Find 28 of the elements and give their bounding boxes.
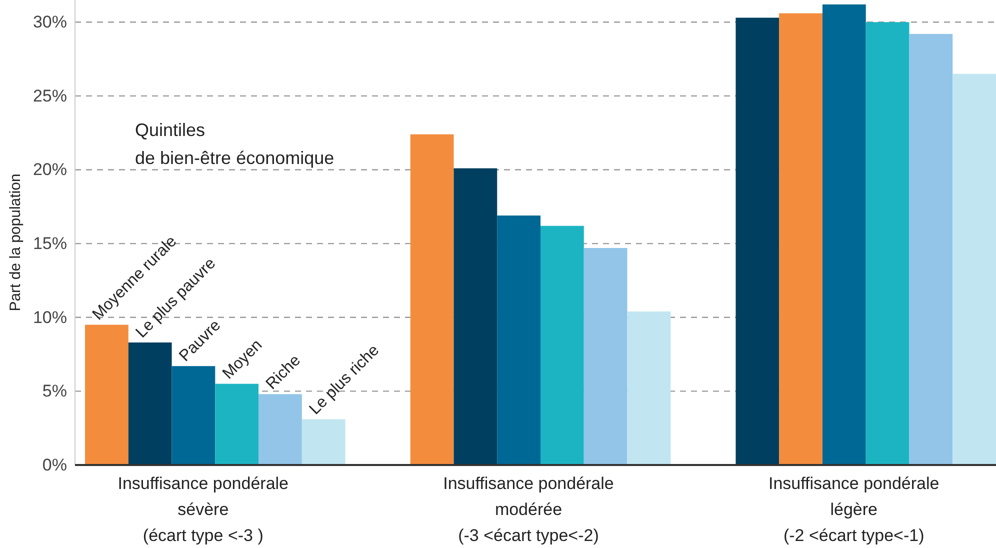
bar [302, 419, 346, 465]
bar [909, 34, 953, 465]
bar [215, 384, 259, 465]
bar [822, 4, 866, 465]
bar [172, 366, 216, 465]
bar [627, 311, 671, 465]
y-tick-label: 10% [32, 308, 67, 327]
legend-title: Quintiles de bien-être économique [135, 120, 334, 168]
y-axis-title: Part de la population [7, 174, 24, 312]
y-tick-label: 25% [32, 86, 67, 106]
x-tick-label: Insuffisance pondérale modérée (-3 <écart type<-2) [443, 474, 614, 545]
bar [128, 342, 172, 465]
y-tick-label: 5% [42, 382, 67, 401]
bar [866, 22, 910, 465]
bar [952, 74, 996, 465]
bar [85, 324, 128, 465]
bar [540, 226, 584, 465]
x-tick-label: Insuffisance pondérale sévère (écart type <-3 ) [118, 474, 289, 545]
bar [258, 394, 302, 465]
y-tick-label: 30% [32, 12, 67, 32]
bar [410, 134, 454, 465]
bar [584, 248, 628, 465]
y-tick-label: 20% [32, 160, 67, 180]
bar [454, 168, 498, 465]
y-tick-label: 15% [32, 234, 67, 254]
x-tick-label: Insuffisance pondérale légère (-2 <écart type<-1) [768, 474, 940, 545]
y-tick-label: 0% [42, 455, 67, 474]
bar [497, 216, 540, 465]
